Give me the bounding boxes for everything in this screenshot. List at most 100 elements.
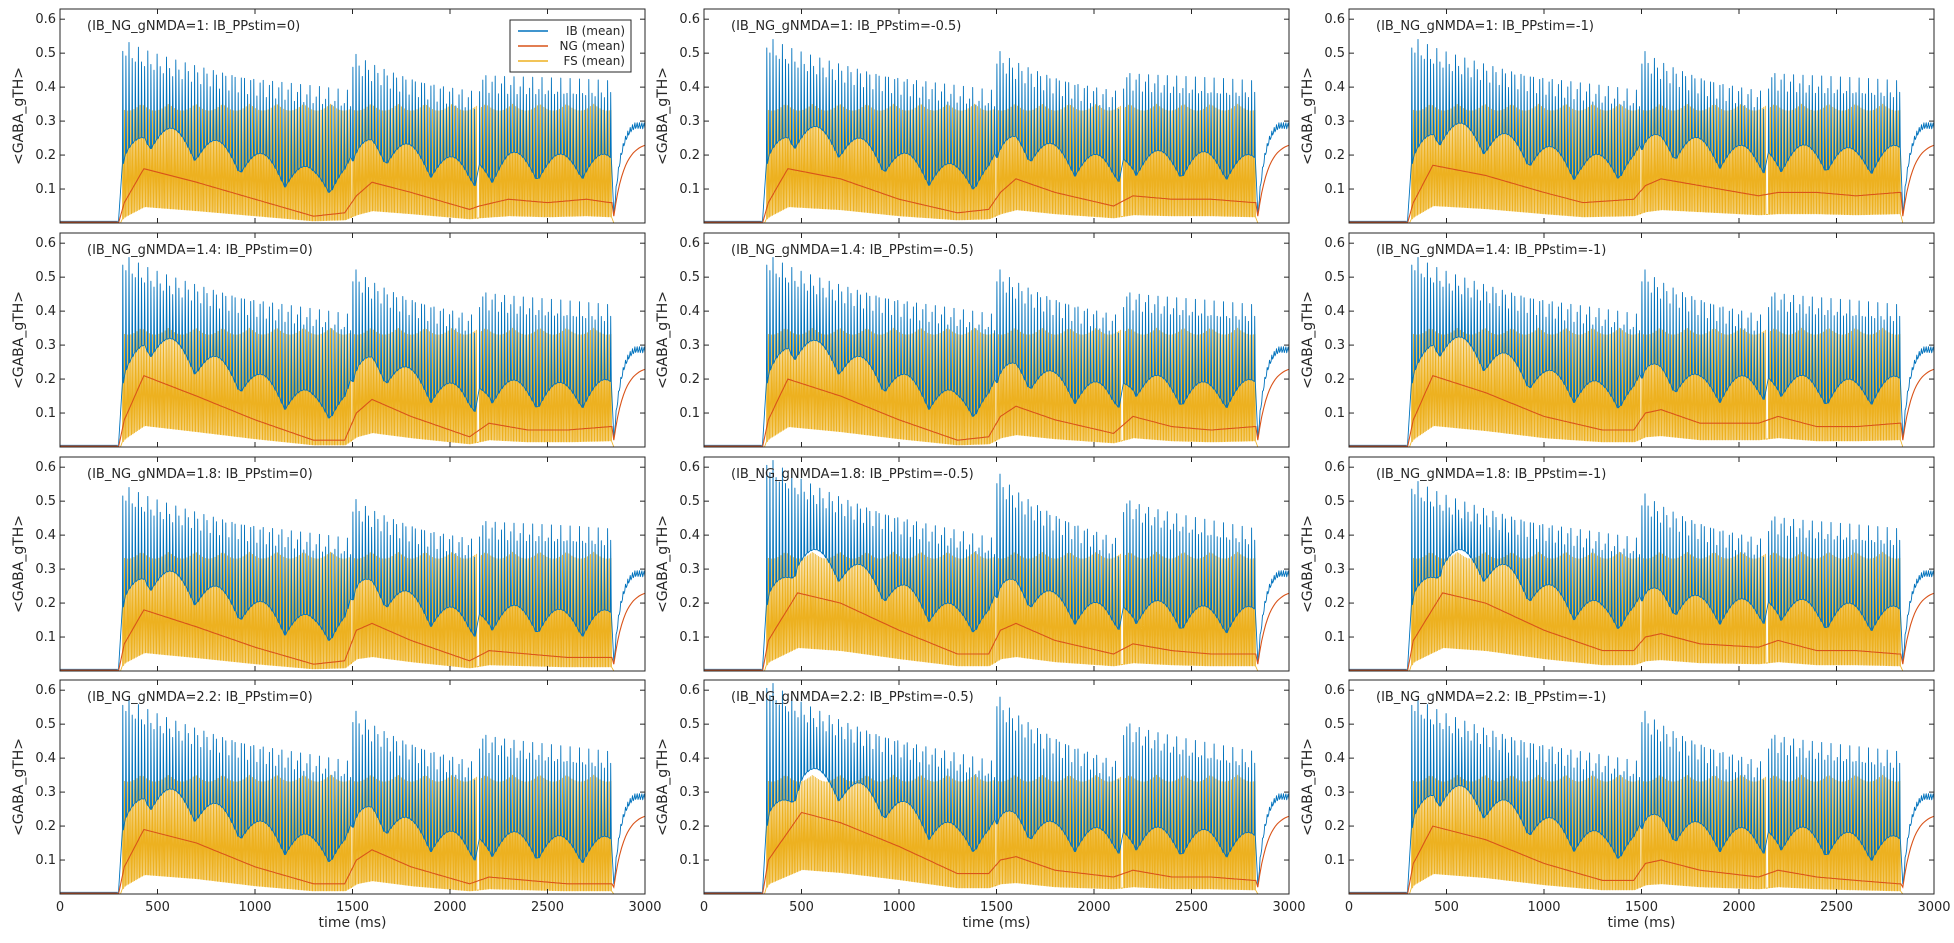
y-tick-label: 0.2 [35,372,56,387]
plot-data [1349,257,1934,447]
ng-mean-line [60,592,645,671]
subplot-title: (IB_NG_gNMDA=1.8: IB_PPstim=-0.5) [731,467,974,482]
y-tick-label: 0.3 [1324,785,1345,800]
y-tick-label: 0.1 [1324,182,1345,197]
y-tick-label: 0.5 [1324,46,1345,61]
subplot-title: (IB_NG_gNMDA=2.2: IB_PPstim=0) [87,690,313,705]
fs-mean-line [1349,774,1934,894]
y-tick-label: 0.3 [679,562,700,577]
y-tick-label: 0.3 [1324,338,1345,353]
subplot-title: (IB_NG_gNMDA=2.2: IB_PPstim=-1) [1376,690,1606,705]
x-axis-label: time (ms) [1608,915,1676,931]
subplot-12: 0.1 0.2 0.3 0.4 0.5 0.6 0 500 1000 1500 2000 2500 30… [1300,679,1951,931]
legend-entry: FS (mean) [563,54,625,68]
y-tick-label: 0.2 [35,819,56,834]
y-tick-label: 0.3 [35,562,56,577]
plot-data [704,39,1289,223]
fs-mean-line [704,103,1289,223]
y-tick-label: 0.3 [1324,562,1345,577]
y-tick-label: 0.4 [35,304,56,319]
x-tick-label: 1000 [1527,900,1560,915]
y-tick-label: 0.1 [679,182,700,197]
y-tick-label: 0.6 [1324,236,1345,251]
ng-mean-line [1349,815,1934,894]
x-tick-label: 3000 [628,900,661,915]
ib-mean-line [60,257,645,446]
y-tick-label: 0.5 [1324,717,1345,732]
y-tick-label: 0.6 [35,683,56,698]
plot-data [704,257,1289,447]
ng-mean-line [704,368,1289,447]
y-axis-label: <GABA_gTH> [1300,738,1316,836]
y-axis-label: <GABA_gTH> [1300,67,1316,165]
ib-mean-line [60,42,645,222]
ng-mean-line [704,811,1289,894]
y-tick-label: 0.2 [1324,819,1345,834]
subplot-4: 0.1 0.2 0.3 0.4 0.5 0.6 <GABA_gTH> (IB_NG_gNMDA… [11,232,646,448]
x-tick-label: 500 [789,900,814,915]
y-tick-label: 0.1 [35,630,56,645]
y-tick-label: 0.6 [35,12,56,27]
x-tick-label: 2500 [531,900,564,915]
y-axis-label: <GABA_gTH> [1300,515,1316,613]
y-tick-label: 0.5 [1324,494,1345,509]
x-tick-label: 500 [1434,900,1459,915]
subplot-10: 0.1 0.2 0.3 0.4 0.5 0.6 0 500 1000 1500 2000 2500 30… [11,679,662,931]
subplot-6: 0.1 0.2 0.3 0.4 0.5 0.6 <GABA_gTH> (IB_NG_gNMDA… [1300,232,1935,448]
y-tick-label: 0.5 [679,270,700,285]
subplot-title: (IB_NG_gNMDA=1.4: IB_PPstim=0) [87,243,313,258]
y-tick-label: 0.1 [35,182,56,197]
y-tick-label: 0.4 [679,528,700,543]
legend-entry: NG (mean) [560,39,625,53]
y-tick-label: 0.3 [35,114,56,129]
subplot-title: (IB_NG_gNMDA=1.4: IB_PPstim=-0.5) [731,243,974,258]
legend: IB (mean)NG (mean)FS (mean) [509,19,632,73]
y-tick-label: 0.3 [35,338,56,353]
y-tick-label: 0.2 [1324,148,1345,163]
y-axis-label: <GABA_gTH> [1300,291,1316,389]
y-tick-label: 0.1 [1324,853,1345,868]
plot-data [1349,481,1934,671]
y-tick-label: 0.6 [35,236,56,251]
y-tick-label: 0.5 [35,46,56,61]
y-tick-label: 0.4 [679,80,700,95]
x-tick-label: 0 [56,900,64,915]
y-tick-label: 0.1 [1324,406,1345,421]
x-tick-label: 1500 [1625,900,1658,915]
x-tick-label: 500 [145,900,170,915]
y-tick-label: 0.4 [679,751,700,766]
y-tick-label: 0.6 [679,12,700,27]
subplot-1: 0.1 0.2 0.3 0.4 0.5 0.6 <GABA_gTH> (IB_NG_gNMDA… [11,8,646,224]
subplot-title: (IB_NG_gNMDA=2.2: IB_PPstim=-0.5) [731,690,974,705]
y-tick-label: 0.5 [35,494,56,509]
y-tick-label: 0.4 [1324,304,1345,319]
ng-mean-line [1349,592,1934,671]
y-tick-label: 0.6 [1324,460,1345,475]
y-tick-label: 0.5 [679,717,700,732]
x-tick-label: 2500 [1820,900,1853,915]
subplot-title: (IB_NG_gNMDA=1.8: IB_PPstim=0) [87,467,313,482]
x-tick-label: 3000 [1917,900,1950,915]
y-tick-label: 0.2 [679,372,700,387]
y-tick-label: 0.2 [35,148,56,163]
ng-mean-line [1349,144,1934,223]
ng-mean-line [704,144,1289,223]
fs-mean-line [60,327,645,447]
subplot-9: 0.1 0.2 0.3 0.4 0.5 0.6 <GABA_gTH> (IB_NG_gNMDA… [1300,456,1935,672]
plot-data [704,682,1289,894]
fs-mean-line [704,551,1289,671]
y-tick-label: 0.3 [679,338,700,353]
y-tick-label: 0.5 [1324,270,1345,285]
y-axis-label: <GABA_gTH> [11,738,27,836]
ng-mean-line [704,592,1289,671]
x-tick-label: 0 [700,900,708,915]
x-axis-label: time (ms) [319,915,387,931]
y-tick-label: 0.6 [679,683,700,698]
y-tick-label: 0.1 [679,853,700,868]
y-tick-label: 0.5 [35,717,56,732]
y-tick-label: 0.2 [1324,596,1345,611]
fs-mean-line [704,327,1289,447]
subplot-8: 0.1 0.2 0.3 0.4 0.5 0.6 <GABA_gTH> (IB_NG_gNMDA… [655,456,1290,672]
subplot-5: 0.1 0.2 0.3 0.4 0.5 0.6 <GABA_gTH> (IB_NG_gNMDA… [655,232,1290,448]
